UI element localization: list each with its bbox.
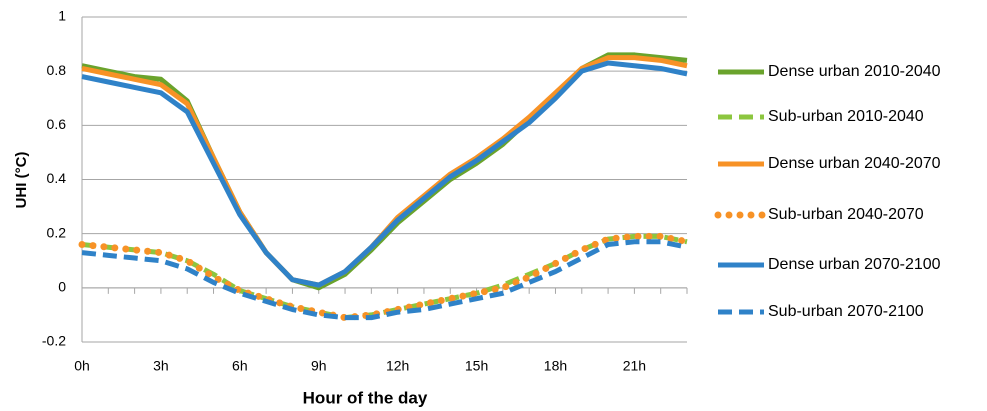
legend-label: Dense urban 2070-2100: [768, 256, 941, 273]
x-tick-label: 9h: [311, 358, 327, 374]
legend-label: Sub-urban 2070-2100: [768, 303, 924, 320]
y-tick-label: -0.2: [42, 333, 66, 349]
x-tick-label: 3h: [153, 358, 169, 374]
series-line: [81, 60, 688, 288]
x-tick-label: 12h: [386, 358, 409, 374]
y-axis-title: UHI (°C): [13, 152, 30, 209]
x-tick-label: 6h: [232, 358, 248, 374]
series-line: [81, 239, 688, 321]
y-tick-label: 0: [58, 279, 66, 295]
x-tick-label: 18h: [544, 358, 567, 374]
y-tick-label: 1: [58, 8, 66, 24]
x-tick-label: 0h: [74, 358, 90, 374]
legend-label: Dense urban 2040-2070: [768, 155, 941, 172]
series-line: [78, 232, 691, 322]
x-axis-title: Hour of the day: [303, 388, 428, 407]
x-tick-label: 15h: [465, 358, 488, 374]
legend-label: Dense urban 2010-2040: [768, 63, 941, 80]
y-tick-label: 0.4: [47, 170, 67, 186]
y-tick-label: 0.6: [47, 116, 67, 132]
x-tick-label: 21h: [623, 358, 646, 374]
y-tick-label: 0.2: [47, 224, 67, 240]
legend-label: Sub-urban 2010-2040: [768, 108, 924, 125]
y-tick-label: 0.8: [47, 62, 67, 78]
legend-label: Sub-urban 2040-2070: [768, 206, 924, 223]
